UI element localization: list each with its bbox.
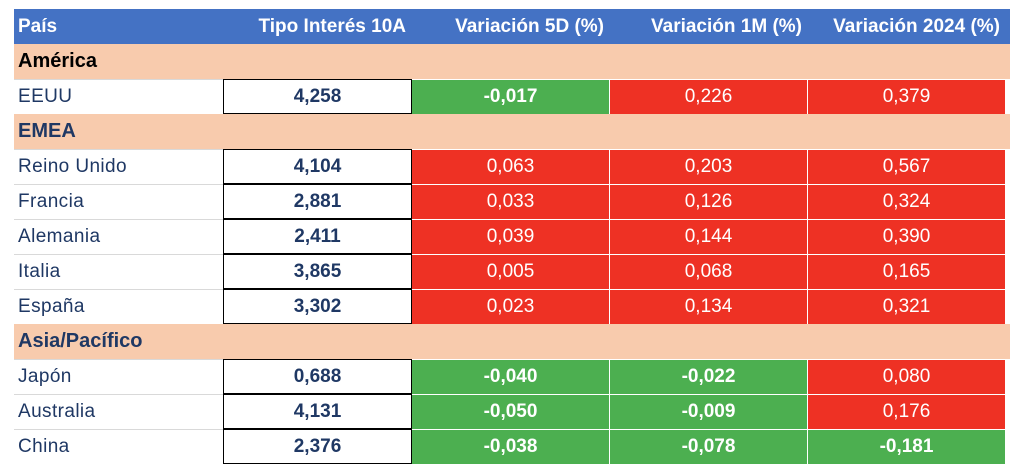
var-1m-cell: -0,022 <box>610 359 808 394</box>
header-row: País Tipo Interés 10A Variación 5D (%) V… <box>14 9 1010 44</box>
country-cell: Reino Unido <box>14 149 223 184</box>
group-row-america: América <box>14 44 1010 79</box>
table-row: China 2,376 -0,038 -0,078 -0,181 <box>14 429 1010 464</box>
header-rate: Tipo Interés 10A <box>258 15 406 37</box>
table-row: Reino Unido 4,104 0,063 0,203 0,567 <box>14 149 1010 184</box>
country-cell: EEUU <box>14 79 223 114</box>
var-1m-cell: 0,134 <box>610 289 808 324</box>
country-cell: España <box>14 289 223 324</box>
table-row: EEUU 4,258 -0,017 0,226 0,379 <box>14 79 1010 114</box>
bond-yield-table: País Tipo Interés 10A Variación 5D (%) V… <box>14 9 1010 464</box>
var-5d-cell: 0,005 <box>412 254 610 289</box>
var-5d-cell: -0,017 <box>412 79 610 114</box>
country-cell: China <box>14 429 223 464</box>
table-row: Japón 0,688 -0,040 -0,022 0,080 <box>14 359 1010 394</box>
var-2024-cell: 0,165 <box>808 254 1006 289</box>
rate-cell: 3,302 <box>223 289 412 324</box>
rate-cell: 3,865 <box>223 254 412 289</box>
var-2024-cell: 0,176 <box>808 394 1006 429</box>
header-country: País <box>18 15 58 37</box>
var-1m-cell: 0,126 <box>610 184 808 219</box>
rate-cell: 4,131 <box>223 394 412 429</box>
var-5d-cell: 0,033 <box>412 184 610 219</box>
var-2024-cell: 0,390 <box>808 219 1006 254</box>
rate-cell: 4,258 <box>223 79 412 114</box>
var-5d-cell: 0,023 <box>412 289 610 324</box>
table-row: Alemania 2,411 0,039 0,144 0,390 <box>14 219 1010 254</box>
var-2024-cell: 0,567 <box>808 149 1006 184</box>
header-var-2024: Variación 2024 (%) <box>833 15 1000 37</box>
country-cell: Australia <box>14 394 223 429</box>
group-label: EMEA <box>18 120 76 142</box>
var-2024-cell: -0,181 <box>808 429 1006 464</box>
var-1m-cell: 0,144 <box>610 219 808 254</box>
table-row: Francia 2,881 0,033 0,126 0,324 <box>14 184 1010 219</box>
group-label: Asia/Pacífico <box>18 330 143 352</box>
header-var-1m: Variación 1M (%) <box>651 15 802 37</box>
country-cell: Japón <box>14 359 223 394</box>
var-5d-cell: -0,040 <box>412 359 610 394</box>
group-row-emea: EMEA <box>14 114 1010 149</box>
var-2024-cell: 0,321 <box>808 289 1006 324</box>
group-row-asia-pacific: Asia/Pacífico <box>14 324 1010 359</box>
var-5d-cell: 0,039 <box>412 219 610 254</box>
rate-cell: 0,688 <box>223 359 412 394</box>
rate-cell: 2,881 <box>223 184 412 219</box>
rate-cell: 2,376 <box>223 429 412 464</box>
var-1m-cell: 0,203 <box>610 149 808 184</box>
var-5d-cell: 0,063 <box>412 149 610 184</box>
var-5d-cell: -0,038 <box>412 429 610 464</box>
var-1m-cell: 0,068 <box>610 254 808 289</box>
rate-cell: 2,411 <box>223 219 412 254</box>
header-var-5d: Variación 5D (%) <box>455 15 604 37</box>
table-row: Australia 4,131 -0,050 -0,009 0,176 <box>14 394 1010 429</box>
country-cell: Francia <box>14 184 223 219</box>
var-5d-cell: -0,050 <box>412 394 610 429</box>
country-cell: Alemania <box>14 219 223 254</box>
country-cell: Italia <box>14 254 223 289</box>
table-row: España 3,302 0,023 0,134 0,321 <box>14 289 1010 324</box>
group-label: América <box>18 50 97 72</box>
rate-cell: 4,104 <box>223 149 412 184</box>
var-2024-cell: 0,324 <box>808 184 1006 219</box>
var-2024-cell: 0,379 <box>808 79 1006 114</box>
var-1m-cell: -0,078 <box>610 429 808 464</box>
var-1m-cell: -0,009 <box>610 394 808 429</box>
var-1m-cell: 0,226 <box>610 79 808 114</box>
var-2024-cell: 0,080 <box>808 359 1006 394</box>
table-row: Italia 3,865 0,005 0,068 0,165 <box>14 254 1010 289</box>
